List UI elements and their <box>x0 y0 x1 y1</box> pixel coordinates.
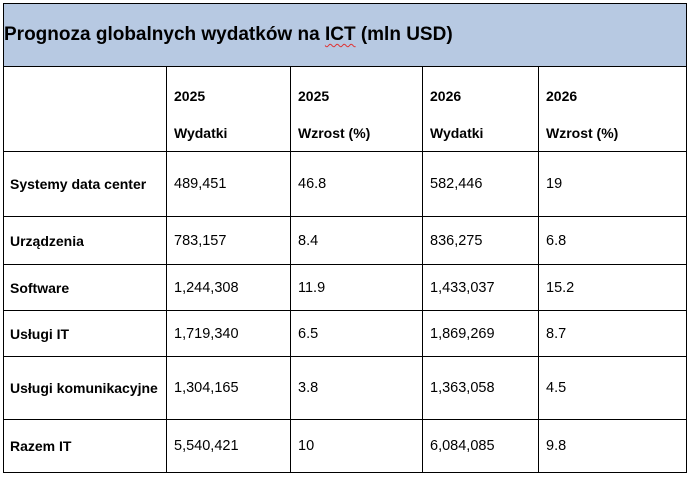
row-label: Razem IT <box>3 419 167 473</box>
table-cell: 1,869,269 <box>422 310 539 357</box>
spending-forecast-table: Prognoza globalnych wydatków na ICT (mln… <box>2 3 688 473</box>
row-label: Usługi komunikacyjne <box>3 356 167 420</box>
row-label: Urządzenia <box>3 216 167 265</box>
table-cell: 8.4 <box>290 216 423 265</box>
row-label: Systemy data center <box>3 151 167 217</box>
header-cell-2026-spending: 2026 Wydatki <box>422 66 539 152</box>
title-cell: Prognoza globalnych wydatków na ICT (mln… <box>2 3 688 67</box>
table-cell: 582,446 <box>422 151 539 217</box>
table-cell: 6.8 <box>537 216 688 265</box>
table-row: Systemy data center 489,451 46.8 582,446… <box>3 151 688 217</box>
title-row: Prognoza globalnych wydatków na ICT (mln… <box>2 3 688 67</box>
header-metric: Wydatki <box>174 124 228 141</box>
title-ict: ICT <box>324 24 356 45</box>
title-suffix: (mln USD) <box>355 24 453 45</box>
table-cell: 1,719,340 <box>166 310 291 357</box>
header-year: 2025 <box>298 87 330 104</box>
table-row: Urządzenia 783,157 8.4 836,275 6.8 <box>3 216 688 265</box>
table-cell: 9.8 <box>537 419 688 473</box>
table-cell: 3.8 <box>290 356 423 420</box>
table-cell: 489,451 <box>166 151 291 217</box>
table-row: Usługi IT 1,719,340 6.5 1,869,269 8.7 <box>3 310 688 357</box>
table-cell: 6.5 <box>290 310 423 357</box>
table-cell: 11.9 <box>290 264 423 311</box>
header-cell-2025-spending: 2025 Wydatki <box>166 66 291 152</box>
table-cell: 1,433,037 <box>422 264 539 311</box>
table-cell: 46.8 <box>290 151 423 217</box>
table-cell: 783,157 <box>166 216 291 265</box>
table-title: Prognoza globalnych wydatków na ICT (mln… <box>4 24 453 46</box>
table-row: Razem IT 5,540,421 10 6,084,085 9.8 <box>3 419 688 473</box>
header-metric: Wzrost (%) <box>546 124 619 141</box>
header-metric: Wzrost (%) <box>298 124 371 141</box>
header-year: 2026 <box>430 87 462 104</box>
spending-forecast-sheet: Prognoza globalnych wydatków na ICT (mln… <box>2 3 688 478</box>
title-prefix: Prognoza globalnych wydatków na <box>4 24 325 45</box>
table-cell: 10 <box>290 419 423 473</box>
table-row: Usługi komunikacyjne 1,304,165 3.8 1,363… <box>3 356 688 420</box>
header-cell-category <box>3 66 167 152</box>
table-cell: 6,084,085 <box>422 419 539 473</box>
table-row: Software 1,244,308 11.9 1,433,037 15.2 <box>3 264 688 311</box>
table-cell: 8.7 <box>537 310 688 357</box>
table-cell: 4.5 <box>537 356 688 420</box>
header-metric: Wydatki <box>430 124 484 141</box>
table-cell: 15.2 <box>537 264 688 311</box>
row-label: Software <box>3 264 167 311</box>
table-cell: 19 <box>537 151 688 217</box>
table-cell: 5,540,421 <box>166 419 291 473</box>
table-cell: 836,275 <box>422 216 539 265</box>
header-year: 2025 <box>174 87 206 104</box>
row-label: Usługi IT <box>3 310 167 357</box>
header-cell-2025-growth: 2025 Wzrost (%) <box>290 66 423 152</box>
table-cell: 1,244,308 <box>166 264 291 311</box>
table-cell: 1,304,165 <box>166 356 291 420</box>
header-cell-2026-growth: 2026 Wzrost (%) <box>537 66 688 152</box>
table-cell: 1,363,058 <box>422 356 539 420</box>
header-row: 2025 Wydatki 2025 Wzrost (%) 2026 Wydatki 2… <box>3 66 688 152</box>
header-year: 2026 <box>546 87 578 104</box>
